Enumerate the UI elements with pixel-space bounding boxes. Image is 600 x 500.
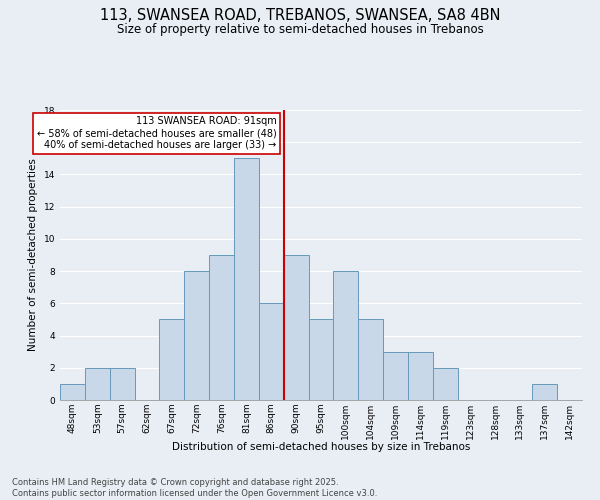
Bar [308,320,334,400]
Bar [60,384,85,400]
Text: Size of property relative to semi-detached houses in Trebanos: Size of property relative to semi-detach… [116,22,484,36]
Text: Distribution of semi-detached houses by size in Trebanos: Distribution of semi-detached houses by … [172,442,470,452]
Bar [160,320,184,400]
Text: 113, SWANSEA ROAD, TREBANOS, SWANSEA, SA8 4BN: 113, SWANSEA ROAD, TREBANOS, SWANSEA, SA… [100,8,500,22]
Bar [334,271,358,400]
Bar [358,320,383,400]
Bar [284,255,308,400]
Bar [85,368,110,400]
Text: Contains HM Land Registry data © Crown copyright and database right 2025.
Contai: Contains HM Land Registry data © Crown c… [12,478,377,498]
Bar [209,255,234,400]
Bar [383,352,408,400]
Bar [433,368,458,400]
Bar [184,271,209,400]
Bar [110,368,134,400]
Bar [408,352,433,400]
Bar [259,304,284,400]
Text: 113 SWANSEA ROAD: 91sqm
← 58% of semi-detached houses are smaller (48)
40% of se: 113 SWANSEA ROAD: 91sqm ← 58% of semi-de… [37,116,276,150]
Bar [532,384,557,400]
Bar [234,158,259,400]
Y-axis label: Number of semi-detached properties: Number of semi-detached properties [28,158,38,352]
